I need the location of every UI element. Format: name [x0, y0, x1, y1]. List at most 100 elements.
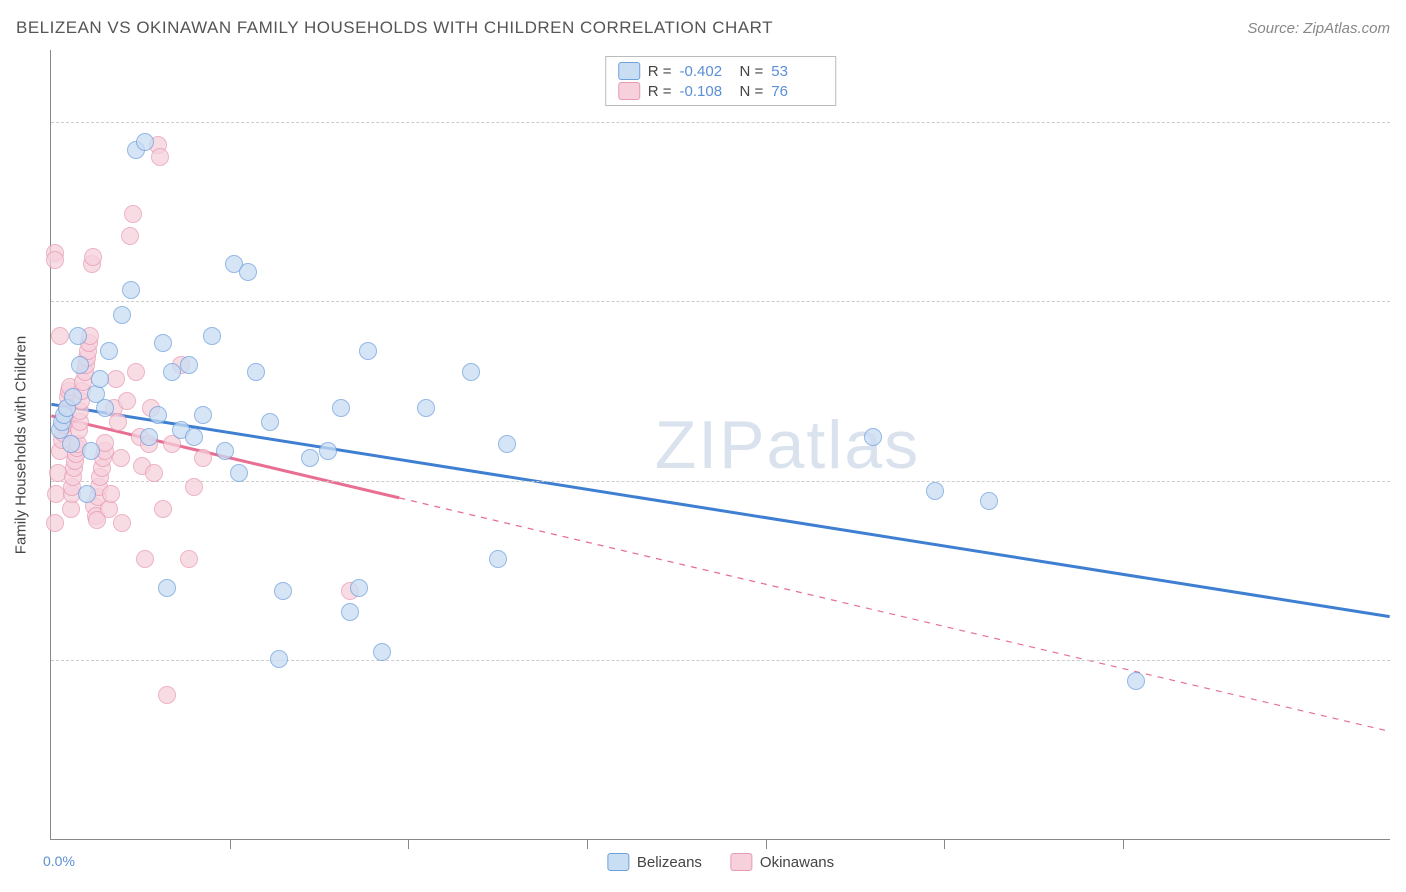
data-point — [102, 485, 120, 503]
legend-item-belizeans: Belizeans — [607, 853, 702, 871]
data-point — [980, 492, 998, 510]
data-point — [118, 392, 136, 410]
data-point — [124, 205, 142, 223]
data-point — [122, 281, 140, 299]
y-axis-title: Family Households with Children — [13, 335, 30, 553]
data-point — [109, 413, 127, 431]
gridline-h — [51, 660, 1390, 661]
data-point — [180, 356, 198, 374]
data-point — [341, 603, 359, 621]
data-point — [180, 550, 198, 568]
data-point — [1127, 672, 1145, 690]
data-point — [158, 686, 176, 704]
data-point — [145, 464, 163, 482]
stats-legend: R = -0.402 N = 53 R = -0.108 N = 76 — [605, 56, 837, 106]
n-label: N = — [740, 83, 764, 100]
trendline-dashed — [399, 498, 1389, 732]
data-point — [498, 435, 516, 453]
data-point — [136, 133, 154, 151]
trendline-solid — [51, 404, 1389, 616]
data-point — [163, 363, 181, 381]
data-point — [301, 449, 319, 467]
data-point — [203, 327, 221, 345]
data-point — [82, 442, 100, 460]
data-point — [113, 514, 131, 532]
data-point — [107, 370, 125, 388]
data-point — [462, 363, 480, 381]
data-point — [140, 428, 158, 446]
x-tick — [944, 839, 945, 849]
trendlines-layer — [51, 50, 1390, 839]
gridline-h — [51, 301, 1390, 302]
gridline-h — [51, 481, 1390, 482]
x-tick — [1123, 839, 1124, 849]
data-point — [261, 413, 279, 431]
data-point — [185, 478, 203, 496]
x-tick — [587, 839, 588, 849]
data-point — [112, 449, 130, 467]
x-tick — [230, 839, 231, 849]
data-point — [239, 263, 257, 281]
data-point — [270, 650, 288, 668]
data-point — [417, 399, 435, 417]
stats-row-okinawans: R = -0.108 N = 76 — [618, 81, 824, 101]
data-point — [136, 550, 154, 568]
r-label: R = — [648, 63, 672, 80]
stats-row-belizeans: R = -0.402 N = 53 — [618, 61, 824, 81]
x-axis-min-label: 0.0% — [43, 853, 75, 869]
data-point — [127, 363, 145, 381]
legend-label-okinawans: Okinawans — [760, 854, 834, 871]
data-point — [926, 482, 944, 500]
data-point — [46, 251, 64, 269]
data-point — [154, 334, 172, 352]
watermark: ZIPatlas — [655, 406, 920, 484]
legend-swatch-okinawans — [730, 853, 752, 871]
data-point — [247, 363, 265, 381]
data-point — [62, 435, 80, 453]
data-point — [46, 514, 64, 532]
data-point — [489, 550, 507, 568]
series-legend: Belizeans Okinawans — [607, 853, 834, 871]
n-value-belizeans: 53 — [771, 63, 823, 80]
watermark-part1: ZIP — [655, 407, 767, 483]
data-point — [158, 579, 176, 597]
data-point — [149, 406, 167, 424]
watermark-part2: atlas — [767, 407, 921, 483]
data-point — [113, 306, 131, 324]
data-point — [274, 582, 292, 600]
data-point — [151, 148, 169, 166]
swatch-belizeans — [618, 62, 640, 80]
r-value-belizeans: -0.402 — [680, 63, 732, 80]
data-point — [121, 227, 139, 245]
data-point — [864, 428, 882, 446]
data-point — [64, 388, 82, 406]
data-point — [194, 406, 212, 424]
data-point — [332, 399, 350, 417]
data-point — [359, 342, 377, 360]
n-value-okinawans: 76 — [771, 83, 823, 100]
data-point — [350, 579, 368, 597]
data-point — [154, 500, 172, 518]
swatch-okinawans — [618, 82, 640, 100]
scatter-plot: ZIPatlas Family Households with Children… — [50, 50, 1390, 840]
r-label: R = — [648, 83, 672, 100]
source-prefix: Source: — [1247, 20, 1303, 37]
legend-swatch-belizeans — [607, 853, 629, 871]
x-tick — [766, 839, 767, 849]
data-point — [84, 248, 102, 266]
source-name: ZipAtlas.com — [1303, 20, 1390, 37]
data-point — [100, 342, 118, 360]
source-attribution: Source: ZipAtlas.com — [1247, 20, 1390, 37]
x-tick — [408, 839, 409, 849]
data-point — [194, 449, 212, 467]
data-point — [96, 399, 114, 417]
data-point — [69, 327, 87, 345]
legend-label-belizeans: Belizeans — [637, 854, 702, 871]
data-point — [230, 464, 248, 482]
r-value-okinawans: -0.108 — [680, 83, 732, 100]
data-point — [91, 370, 109, 388]
data-point — [71, 356, 89, 374]
data-point — [216, 442, 234, 460]
data-point — [319, 442, 337, 460]
data-point — [185, 428, 203, 446]
